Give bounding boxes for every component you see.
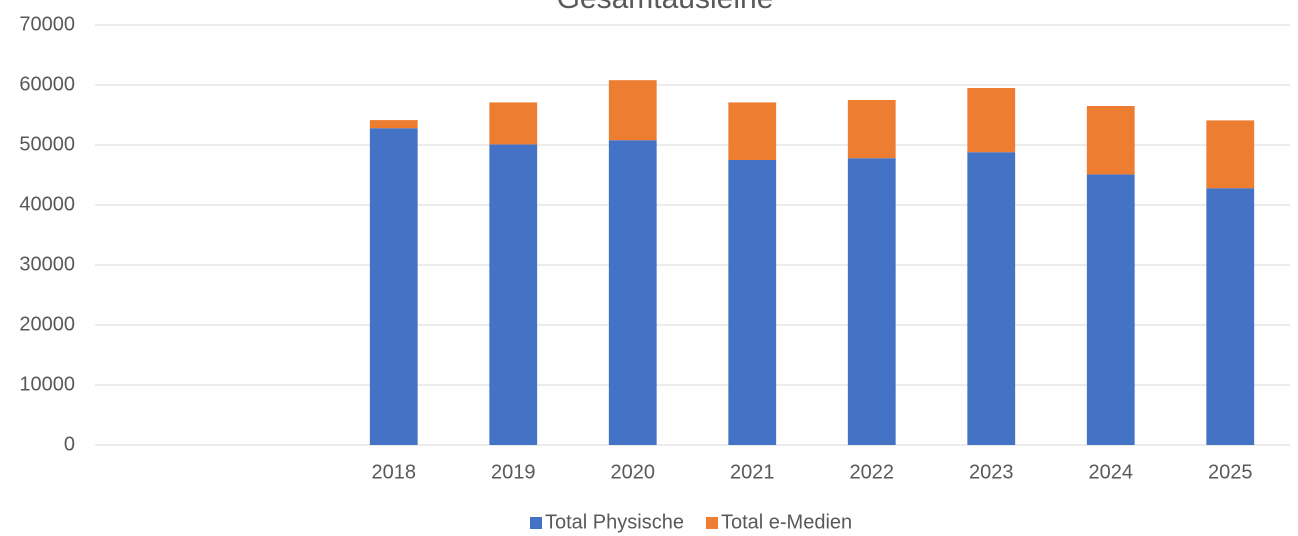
bar-segment xyxy=(967,88,1016,153)
bar-segment xyxy=(608,140,657,445)
bar-segment xyxy=(1086,174,1135,445)
bar-segment xyxy=(967,152,1016,445)
legend-label: Total Physische xyxy=(545,511,684,533)
y-tick-label: 70000 xyxy=(19,13,75,35)
bar-segment xyxy=(728,102,777,160)
x-tick-label: 2025 xyxy=(1208,461,1253,483)
bar-segment xyxy=(1086,106,1135,175)
x-tick-label: 2024 xyxy=(1089,461,1134,483)
bar-segment xyxy=(1206,120,1255,189)
x-tick-label: 2020 xyxy=(611,461,656,483)
bar-segment xyxy=(489,102,538,145)
x-tick-label: 2023 xyxy=(969,461,1014,483)
bar-segment xyxy=(847,100,896,159)
y-tick-label: 40000 xyxy=(19,193,75,215)
x-tick-label: 2021 xyxy=(730,461,775,483)
y-tick-label: 10000 xyxy=(19,373,75,395)
y-tick-label: 30000 xyxy=(19,253,75,275)
chart-title: Gesamtausleihe xyxy=(557,0,774,15)
y-tick-label: 60000 xyxy=(19,73,75,95)
bar-segment xyxy=(728,160,777,445)
y-tick-label: 50000 xyxy=(19,133,75,155)
bar-segment xyxy=(369,128,418,445)
bar-segment xyxy=(1206,188,1255,445)
y-tick-label: 20000 xyxy=(19,313,75,335)
bar-segment xyxy=(369,120,418,129)
legend-swatch xyxy=(530,517,542,529)
bar-segment xyxy=(608,80,657,141)
x-tick-label: 2018 xyxy=(372,461,417,483)
bar-segment xyxy=(489,144,538,445)
y-tick-label: 0 xyxy=(64,433,75,455)
x-tick-label: 2019 xyxy=(491,461,536,483)
legend-label: Total e-Medien xyxy=(721,511,852,533)
bar-segment xyxy=(847,158,896,445)
legend-swatch xyxy=(705,517,718,529)
x-tick-label: 2022 xyxy=(850,461,895,483)
